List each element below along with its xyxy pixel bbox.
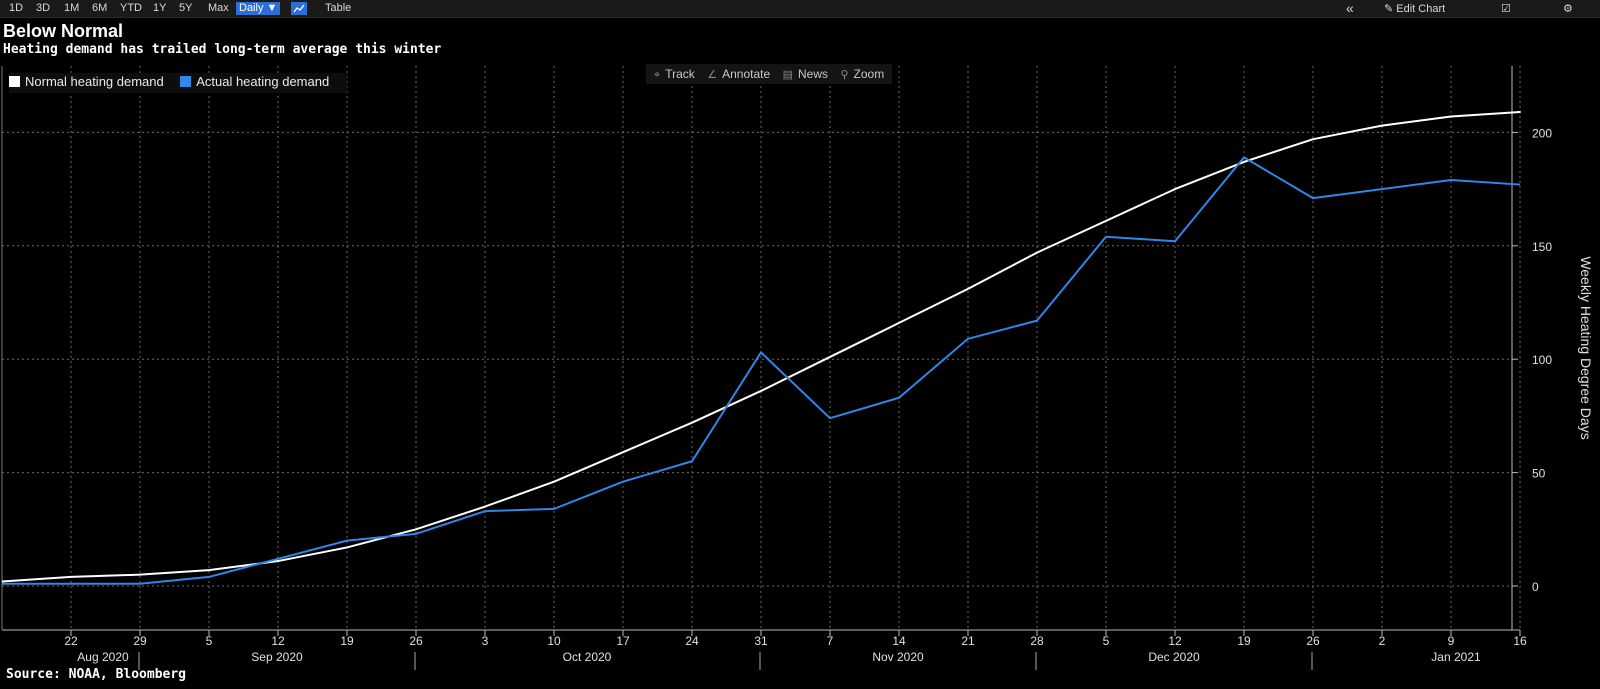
x-tick-label: 26 <box>409 634 423 648</box>
x-tick-label: 16 <box>1513 634 1527 648</box>
range-1m-button[interactable]: 1M <box>64 2 80 14</box>
y-tick-label: 0 <box>1532 580 1539 594</box>
chart-title: Below Normal <box>3 21 124 41</box>
source-note: Source: NOAA, Bloomberg <box>6 667 187 682</box>
actual-series-line <box>2 156 1521 585</box>
range-max-button[interactable]: Max <box>208 2 229 14</box>
x-month-label: Nov 2020 <box>872 650 924 664</box>
chart-toolbar: 1D 3D 1M 6M YTD 1Y 5Y Max Daily ▼ Table … <box>0 0 1600 18</box>
magnifier-icon: ⚲ <box>840 69 849 81</box>
edit-chart-label: Edit Chart <box>1396 3 1446 15</box>
x-tick-label: 9 <box>1448 634 1455 648</box>
news-button[interactable]: ▤ News <box>783 64 828 85</box>
zoom-label: Zoom <box>853 67 885 81</box>
edit-chart-button[interactable]: ✎ Edit Chart <box>1384 2 1445 15</box>
x-tick-label: 24 <box>685 634 699 648</box>
x-tick-label: 7 <box>827 634 834 648</box>
x-tick-label: 14 <box>892 634 906 648</box>
x-month-label: Aug 2020 <box>77 650 129 664</box>
x-tick-label: 5 <box>206 634 213 648</box>
y-tick-label: 150 <box>1532 240 1552 254</box>
x-tick-label: 22 <box>64 634 78 648</box>
x-tick-label: 19 <box>340 634 354 648</box>
edit-link-icon[interactable]: ☑ <box>1501 3 1511 15</box>
axes <box>1 66 1521 670</box>
annotate-icon: ∠ <box>707 69 718 81</box>
annotate-label: Annotate <box>722 67 771 81</box>
y-tick-label: 50 <box>1532 467 1546 481</box>
table-button[interactable]: Table <box>325 2 352 14</box>
interval-dropdown[interactable]: Daily ▼ <box>236 2 281 15</box>
chart-tools: ⌖ Track ∠ Annotate ▤ News ⚲ Zoom <box>646 64 893 85</box>
x-month-label: Dec 2020 <box>1148 650 1200 664</box>
zoom-button[interactable]: ⚲ Zoom <box>840 64 884 85</box>
legend: Normal heating demand Actual heating dem… <box>9 73 348 93</box>
legend-label-actual: Actual heating demand <box>196 74 330 89</box>
range-1d-button[interactable]: 1D <box>9 2 24 14</box>
series-lines <box>1 110 1521 585</box>
x-tick-label: 17 <box>616 634 630 648</box>
track-label: Track <box>665 67 695 81</box>
x-tick-label: 26 <box>1306 634 1320 648</box>
x-tick-label: 3 <box>482 634 489 648</box>
collapse-icon[interactable]: « <box>1346 0 1354 16</box>
legend-item-normal[interactable]: Normal heating demand <box>9 73 164 91</box>
y-axis-title: Weekly Heating Degree Days <box>1578 256 1594 439</box>
grid <box>2 66 1521 630</box>
range-1y-button[interactable]: 1Y <box>153 2 167 14</box>
legend-label-normal: Normal heating demand <box>25 74 164 89</box>
gear-icon[interactable]: ⚙ <box>1563 3 1573 15</box>
x-tick-label: 12 <box>1168 634 1182 648</box>
range-5y-button[interactable]: 5Y <box>179 2 193 14</box>
x-tick-label: 10 <box>547 634 561 648</box>
crosshair-icon: ⌖ <box>654 69 661 81</box>
x-tick-label: 5 <box>1103 634 1110 648</box>
range-3d-button[interactable]: 3D <box>36 2 51 14</box>
x-tick-label: 12 <box>271 634 285 648</box>
legend-item-actual[interactable]: Actual heating demand <box>180 73 329 91</box>
chart-subtitle: Heating demand has trailed long-term ave… <box>3 42 442 57</box>
range-ytd-button[interactable]: YTD <box>120 2 142 14</box>
news-icon: ▤ <box>782 69 793 81</box>
x-tick-label: 21 <box>961 634 975 648</box>
line-chart-icon[interactable] <box>291 2 307 15</box>
news-label: News <box>798 67 829 81</box>
annotate-button[interactable]: ∠ Annotate <box>707 64 770 85</box>
x-tick-label: 31 <box>754 634 768 648</box>
pencil-icon: ✎ <box>1384 3 1394 15</box>
range-6m-button[interactable]: 6M <box>92 2 108 14</box>
y-tick-label: 100 <box>1532 353 1552 367</box>
x-tick-label: 29 <box>133 634 147 648</box>
x-month-label: Oct 2020 <box>563 650 612 664</box>
legend-swatch-normal <box>9 76 20 87</box>
y-tick-label: 200 <box>1532 126 1552 140</box>
x-month-label: Jan 2021 <box>1431 650 1481 664</box>
x-tick-label: 19 <box>1237 634 1251 648</box>
legend-swatch-actual <box>180 76 192 87</box>
x-tick-label: 2 <box>1379 634 1386 648</box>
track-button[interactable]: ⌖ Track <box>654 64 695 85</box>
x-month-label: Sep 2020 <box>251 650 303 664</box>
x-tick-label: 28 <box>1030 634 1044 648</box>
